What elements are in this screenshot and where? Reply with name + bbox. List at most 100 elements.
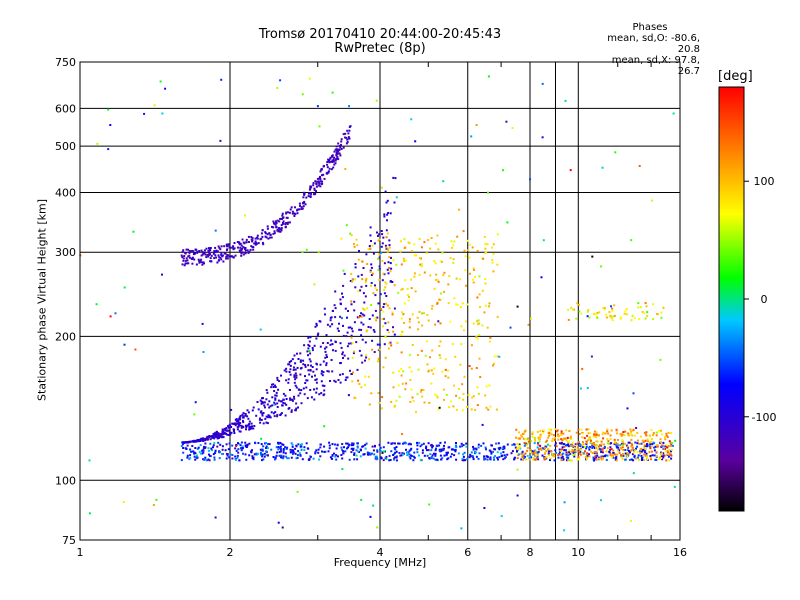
data-point xyxy=(238,424,241,427)
data-point xyxy=(294,372,297,375)
data-point xyxy=(605,450,608,453)
data-point xyxy=(462,392,465,395)
data-point xyxy=(608,450,611,453)
data-point xyxy=(415,410,417,413)
data-point xyxy=(365,330,368,333)
data-point xyxy=(382,459,385,462)
data-point xyxy=(313,283,316,286)
data-point xyxy=(410,287,413,290)
data-point xyxy=(331,91,334,94)
data-point xyxy=(353,453,356,456)
data-point xyxy=(312,182,315,185)
data-point xyxy=(644,302,647,305)
data-point xyxy=(164,87,167,90)
data-point xyxy=(472,445,474,448)
data-point xyxy=(561,448,564,451)
data-point xyxy=(555,445,558,448)
data-point xyxy=(304,375,306,378)
data-point xyxy=(328,161,331,164)
data-point xyxy=(235,445,238,447)
data-point xyxy=(294,447,297,450)
data-point xyxy=(558,448,561,451)
data-point xyxy=(330,359,333,361)
data-point xyxy=(418,257,421,259)
data-point xyxy=(304,365,307,368)
data-point xyxy=(280,454,283,457)
data-point xyxy=(664,436,666,439)
data-point xyxy=(260,443,263,446)
data-point xyxy=(488,302,491,305)
data-point xyxy=(603,307,606,309)
data-point xyxy=(311,349,314,352)
data-point xyxy=(645,431,648,434)
data-point xyxy=(520,458,523,461)
data-point xyxy=(498,355,501,358)
data-point xyxy=(308,358,311,361)
data-point xyxy=(233,432,236,434)
data-point xyxy=(159,80,162,83)
data-point xyxy=(339,298,342,301)
data-point xyxy=(521,435,524,438)
data-point xyxy=(290,360,293,363)
data-point xyxy=(484,304,487,307)
data-point xyxy=(260,410,263,413)
data-point xyxy=(385,229,388,232)
data-point xyxy=(230,431,233,434)
data-point xyxy=(208,459,211,462)
data-point xyxy=(237,419,240,422)
data-point xyxy=(244,214,246,217)
data-point xyxy=(340,143,342,146)
data-point xyxy=(386,199,389,202)
data-point xyxy=(326,163,329,166)
data-point xyxy=(421,324,424,327)
data-point xyxy=(434,279,437,281)
data-point xyxy=(457,452,460,455)
data-point xyxy=(233,242,236,244)
data-point xyxy=(315,324,318,327)
data-point xyxy=(354,278,357,281)
data-point xyxy=(664,450,667,453)
data-point xyxy=(233,430,235,433)
data-point xyxy=(259,328,262,331)
data-point xyxy=(578,433,581,435)
data-point xyxy=(218,457,221,460)
data-point xyxy=(494,448,497,451)
data-point xyxy=(410,370,413,373)
data-point xyxy=(188,249,191,252)
data-point xyxy=(510,452,513,455)
data-point xyxy=(186,262,189,265)
data-point xyxy=(560,430,563,433)
data-point xyxy=(299,359,302,362)
data-point xyxy=(447,376,450,379)
data-point xyxy=(393,307,396,310)
data-point xyxy=(396,341,399,344)
data-point xyxy=(620,434,623,437)
data-point xyxy=(215,432,218,435)
data-point xyxy=(636,442,639,445)
data-point xyxy=(262,422,265,425)
data-point xyxy=(345,142,348,145)
data-point xyxy=(331,454,334,457)
data-point xyxy=(383,215,386,218)
data-point xyxy=(664,438,667,441)
data-point xyxy=(299,392,302,395)
data-point xyxy=(218,256,221,259)
data-point xyxy=(543,458,546,461)
data-point xyxy=(378,267,381,270)
data-point xyxy=(275,226,278,229)
data-point xyxy=(339,342,342,345)
data-point xyxy=(299,204,301,207)
data-point xyxy=(337,142,340,145)
data-point xyxy=(523,442,526,444)
data-point xyxy=(526,454,529,457)
data-point xyxy=(471,246,474,249)
data-point xyxy=(534,450,537,453)
data-point xyxy=(273,415,276,418)
data-point xyxy=(479,306,481,308)
data-point xyxy=(601,166,604,169)
data-point xyxy=(218,246,221,249)
data-point xyxy=(239,418,242,421)
data-point xyxy=(342,357,344,359)
data-point xyxy=(557,456,560,459)
data-point xyxy=(615,429,618,432)
